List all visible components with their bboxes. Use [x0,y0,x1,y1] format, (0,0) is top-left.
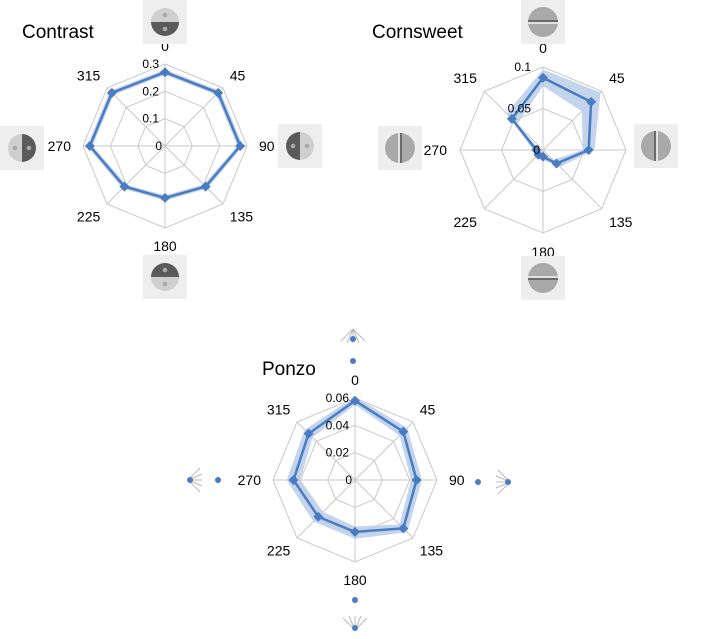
data-point [200,181,211,192]
data-point [586,96,597,107]
cornsweet-disc-icon [521,256,565,300]
tick-label: 0 [345,473,352,487]
data-point [106,87,117,98]
data-point [398,426,409,437]
angle-label: 225 [267,543,291,559]
tick-label: 0.1 [514,60,531,74]
radial-ticks: 0 0.05 0.1 [508,60,541,157]
ponzo-lines-icon [342,597,368,631]
angle-label: 270 [424,142,448,158]
contrast-disc-icon [143,0,187,44]
angle-label: 90 [259,138,275,154]
radial-ticks: 0 0.1 0.2 0.3 [142,57,162,153]
grid-spoke [106,145,166,205]
angle-label: 315 [77,67,101,83]
data-point [538,72,548,83]
angle-label: 0 [161,38,169,54]
data-point [506,113,517,124]
angle-label: 0 [539,40,547,56]
tick-label: 0.2 [142,84,159,98]
angle-label: 180 [153,238,177,254]
radar-chart-contrast: Contrast 0 0.1 0.2 0.3 0 45 90 135 180 225 270 315 [0,0,322,299]
data-point [213,87,224,98]
angle-label: 135 [609,214,633,230]
grid-spoke [542,149,603,210]
data-point [160,67,170,78]
angle-label: 0 [351,372,359,388]
angle-label: 45 [420,401,436,417]
series-markers [288,395,422,537]
angle-label: 315 [267,401,291,417]
data-point [288,475,299,485]
confidence-band [286,396,422,539]
data-point [160,192,170,203]
ponzo-lines-icon [187,467,221,493]
chart-title: Cornsweet [372,22,464,43]
radar-grid [459,66,627,234]
angle-label: 225 [77,209,101,225]
data-point [313,511,324,522]
radial-ticks: 0 0.02 0.04 0.06 [326,391,353,487]
grid-spoke [483,149,544,210]
grid-spoke [296,479,356,539]
contrast-disc-icon [0,126,44,170]
angle-label: 45 [609,70,625,86]
series-markers [506,72,597,169]
tick-label: 0.06 [326,391,350,405]
grid-spoke [106,87,166,147]
cornsweet-disc-icon [634,124,678,168]
data-point [398,523,409,534]
data-point [350,526,360,537]
contrast-disc-icon [143,255,187,299]
tick-label: 0.1 [142,112,159,126]
error-band [286,396,422,539]
data-point [119,181,130,192]
data-point [350,395,360,406]
chart-title: Contrast [22,22,95,43]
data-point [303,428,314,439]
ponzo-lines-icon [475,469,511,495]
grid-spoke [164,87,224,147]
angle-label: 315 [454,70,478,86]
series-markers [84,67,246,203]
data-point [84,141,95,151]
tick-label: 0 [155,139,162,153]
tick-label: 0.04 [326,418,350,432]
ponzo-lines-icon [340,328,366,364]
angle-label: 135 [230,209,254,225]
data-point [583,145,594,155]
angle-label: 180 [343,572,367,588]
angle-label: 270 [238,472,262,488]
angle-label: 90 [449,472,465,488]
radar-chart-ponzo: Ponzo 0 0.02 0.04 0.06 0 45 90 135 180 225 270 315 [187,328,511,631]
tick-label: 0.02 [326,446,350,460]
grid-spoke [164,145,224,205]
angle-labels: 0 45 90 135 180 225 270 315 [48,38,275,254]
radar-grid [82,63,248,229]
angle-label: 225 [454,214,478,230]
cornsweet-disc-icon [378,126,422,170]
data-point [551,158,562,169]
chart-title: Ponzo [262,359,316,380]
cornsweet-disc-icon [521,0,565,44]
angle-labels: 0 45 90 135 180 225 270 315 [238,372,465,588]
data-point [531,145,542,155]
tick-label: 0 [533,143,540,157]
angle-label: 45 [230,67,246,83]
contrast-disc-icon [278,124,322,168]
angle-label: 135 [420,543,444,559]
tick-label: 0.3 [142,57,159,71]
data-point [235,141,246,151]
tick-label: 0.05 [508,102,532,116]
angle-label: 270 [48,138,72,154]
data-point [411,475,422,485]
